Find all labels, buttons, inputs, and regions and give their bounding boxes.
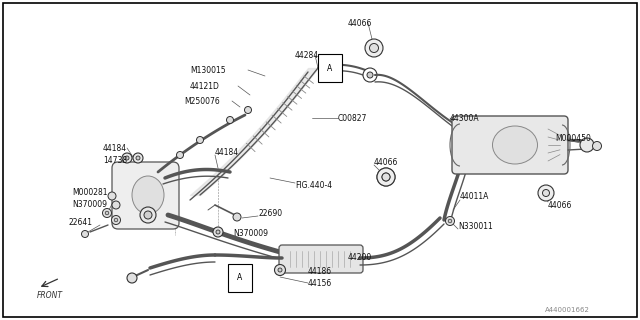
Text: C00827: C00827	[338, 114, 367, 123]
Circle shape	[445, 217, 454, 226]
Circle shape	[367, 72, 373, 78]
Text: M250076: M250076	[184, 97, 220, 106]
Circle shape	[363, 68, 377, 82]
Circle shape	[102, 209, 111, 218]
Text: FIG.440-4: FIG.440-4	[295, 180, 332, 189]
Text: 14738: 14738	[103, 156, 127, 164]
Circle shape	[275, 265, 285, 276]
Circle shape	[538, 185, 554, 201]
Text: 44066: 44066	[374, 157, 398, 166]
Circle shape	[244, 107, 252, 114]
Circle shape	[133, 153, 143, 163]
Circle shape	[125, 156, 129, 160]
Text: A: A	[328, 63, 333, 73]
Circle shape	[127, 273, 137, 283]
Ellipse shape	[132, 176, 164, 214]
Text: A440001662: A440001662	[545, 307, 590, 313]
Circle shape	[81, 230, 88, 237]
Text: 44066: 44066	[548, 201, 572, 210]
Circle shape	[111, 215, 120, 225]
Text: 44011A: 44011A	[460, 191, 490, 201]
Circle shape	[105, 211, 109, 215]
Circle shape	[369, 44, 378, 52]
Ellipse shape	[493, 126, 538, 164]
Text: 44184: 44184	[103, 143, 127, 153]
Text: 22690: 22690	[258, 209, 282, 218]
Circle shape	[196, 137, 204, 143]
Circle shape	[216, 230, 220, 234]
Circle shape	[136, 156, 140, 160]
Text: N370009: N370009	[72, 199, 107, 209]
Circle shape	[377, 168, 395, 186]
Text: M130015: M130015	[190, 66, 226, 75]
FancyBboxPatch shape	[112, 162, 179, 229]
Circle shape	[227, 116, 234, 124]
FancyBboxPatch shape	[452, 116, 568, 174]
Text: A: A	[237, 274, 243, 283]
Text: 22641: 22641	[68, 218, 92, 227]
Circle shape	[233, 213, 241, 221]
Text: FRONT: FRONT	[37, 291, 63, 300]
Circle shape	[543, 189, 550, 196]
Circle shape	[177, 151, 184, 158]
Text: 44066: 44066	[348, 19, 372, 28]
Text: M000450: M000450	[555, 133, 591, 142]
Text: M000281: M000281	[72, 188, 108, 196]
Circle shape	[278, 268, 282, 272]
Circle shape	[108, 192, 116, 200]
Circle shape	[365, 39, 383, 57]
Circle shape	[593, 141, 602, 150]
Circle shape	[122, 153, 132, 163]
Circle shape	[114, 218, 118, 222]
Circle shape	[144, 211, 152, 219]
Circle shape	[213, 227, 223, 237]
Circle shape	[382, 173, 390, 181]
Circle shape	[382, 173, 390, 181]
Text: N330011: N330011	[458, 221, 493, 230]
Text: 44300A: 44300A	[450, 114, 479, 123]
Text: 44121D: 44121D	[190, 82, 220, 91]
Text: 44200: 44200	[348, 253, 372, 262]
Circle shape	[377, 168, 395, 186]
Circle shape	[140, 207, 156, 223]
Circle shape	[448, 219, 452, 223]
Text: 44284: 44284	[295, 51, 319, 60]
Circle shape	[112, 201, 120, 209]
Text: N370009: N370009	[233, 228, 268, 237]
Text: 44186: 44186	[308, 268, 332, 276]
Circle shape	[580, 138, 594, 152]
Text: 44156: 44156	[308, 278, 332, 287]
Text: 44184: 44184	[215, 148, 239, 156]
FancyBboxPatch shape	[279, 245, 363, 273]
